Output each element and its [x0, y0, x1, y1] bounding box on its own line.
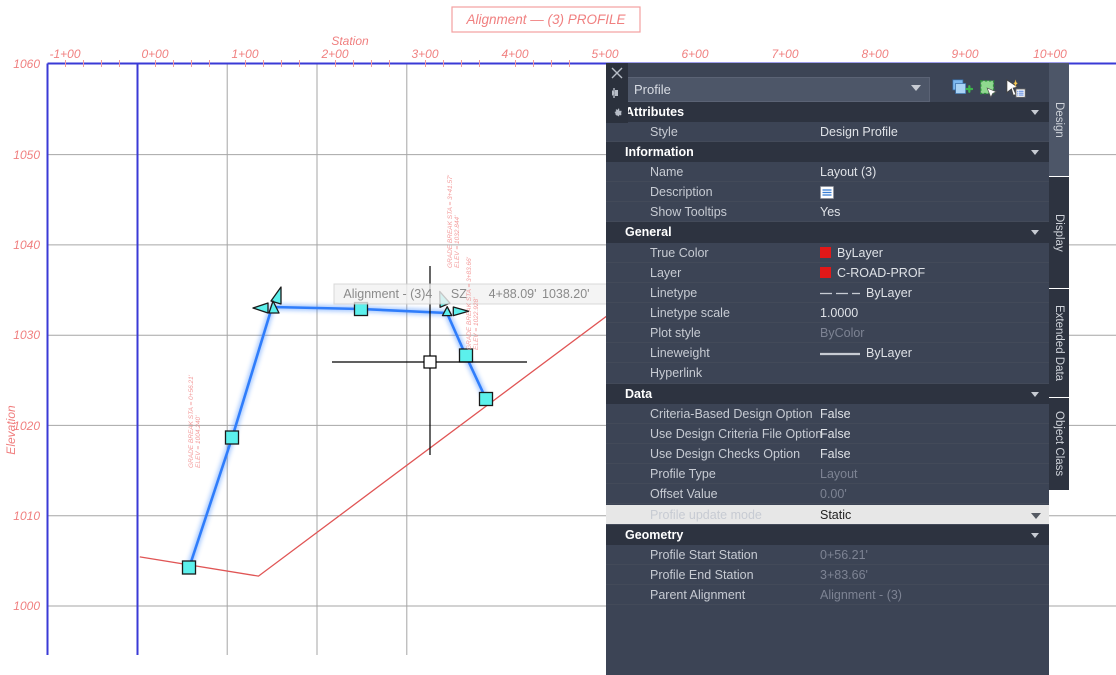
- svg-text:GRADE BREAK STA = 0+56.21': GRADE BREAK STA = 0+56.21': [188, 374, 195, 468]
- svg-text:-1+00: -1+00: [49, 47, 80, 61]
- svg-text:1038.20': 1038.20': [542, 287, 590, 301]
- svg-text:4+00: 4+00: [501, 47, 528, 61]
- svg-text:1060: 1060: [13, 57, 40, 71]
- svg-text:1000: 1000: [13, 599, 40, 613]
- svg-text:1010: 1010: [13, 509, 40, 523]
- svg-text:10+00: 10+00: [1033, 47, 1067, 61]
- svg-text:Elevation: Elevation: [4, 405, 18, 455]
- svg-text:3+00: 3+00: [411, 47, 438, 61]
- svg-text:ELEV = 1032.844': ELEV = 1032.844': [454, 215, 461, 268]
- svg-text:ELEV = 1022.928': ELEV = 1022.928': [473, 297, 480, 350]
- svg-text:1050: 1050: [13, 148, 40, 162]
- svg-text:5+00: 5+00: [591, 47, 618, 61]
- svg-text:1+00: 1+00: [231, 47, 258, 61]
- svg-text:2+00: 2+00: [320, 47, 348, 61]
- svg-text:1030: 1030: [13, 328, 40, 342]
- svg-text:Alignment - (3)4: Alignment - (3)4: [343, 287, 432, 301]
- svg-text:GRADE BREAK STA = 3+41.57': GRADE BREAK STA = 3+41.57': [447, 174, 454, 268]
- svg-text:6+00: 6+00: [681, 47, 708, 61]
- svg-text:ELEV = 1004.240': ELEV = 1004.240': [195, 415, 202, 468]
- svg-text:SZ: SZ: [451, 287, 467, 301]
- svg-text:7+00: 7+00: [771, 47, 798, 61]
- svg-text:1040: 1040: [13, 238, 40, 252]
- svg-text:Alignment — (3) PROFILE: Alignment — (3) PROFILE: [465, 12, 626, 27]
- svg-text:9+00: 9+00: [951, 47, 978, 61]
- svg-text:0+00: 0+00: [141, 47, 168, 61]
- svg-text:Station: Station: [331, 34, 369, 48]
- svg-text:GRADE BREAK STA = 3+83.66': GRADE BREAK STA = 3+83.66': [466, 256, 473, 350]
- svg-text:4+88.09': 4+88.09': [489, 287, 537, 301]
- svg-text:8+00: 8+00: [861, 47, 888, 61]
